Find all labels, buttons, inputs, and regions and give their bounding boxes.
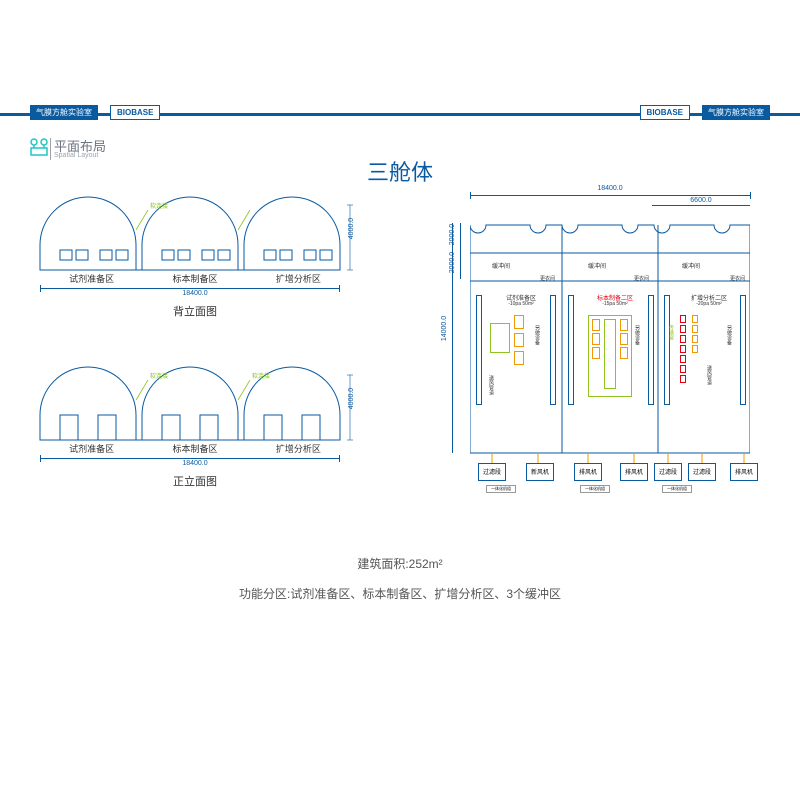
room3-p: -20pa 50m² [682,301,736,307]
info-zones: 功能分区:试剂准备区、标本制备区、扩增分析区、3个缓冲区 [0,585,800,602]
back-elev-label: 背立面图 [30,303,360,319]
front-elevation: 软连接软连接 4000.0 试剂准备区 标本制备区 扩增分析区 18400.0 … [30,360,360,489]
fan-1: 排风机 [574,463,602,481]
air-1: 新风机 [526,463,554,481]
buffer-3: 缓冲间 [682,261,700,270]
zone-label: 扩增分析区 [276,442,321,455]
dim-w1: 18400.0 [30,290,360,297]
fan-3: 排风机 [730,463,758,481]
zone-label: 扩增分析区 [276,272,321,285]
svg-text:软连接: 软连接 [150,202,168,210]
filter-1: 过滤段 [478,463,506,481]
room1-p: -10pa 50m² [496,301,546,307]
filter-2: 过滤段 [654,463,682,481]
dim-h1: 4000.0 [348,218,355,239]
dim-w2: 18400.0 [30,460,360,467]
filter-3: 过滤段 [688,463,716,481]
dim-h2: 4000.0 [348,388,355,409]
header-brand-left: BIOBASE [110,105,160,120]
info-area: 建筑面积:252m² [0,555,800,572]
zone-label: 标本制备区 [172,442,217,455]
change-1: 更衣间 [540,275,555,282]
plan-dim-w: 18400.0 [470,185,750,192]
svg-text:软连接: 软连接 [252,372,270,380]
layout-icon [30,138,48,156]
header-lab-right: 气膜方舱实验室 [702,105,770,120]
plan-dim-h: 14000.0 [441,316,448,341]
svg-text:软连接: 软连接 [150,372,168,380]
change-2: 更衣间 [634,275,649,282]
fan-2: 排风机 [620,463,648,481]
back-elevation: 软连接 4000.0 试剂准备区 标本制备区 扩增分析区 18400.0 背立面… [30,190,360,319]
buffer-1: 缓冲间 [492,261,510,270]
change-3: 更衣间 [730,275,745,282]
zone-label: 标本制备区 [172,272,217,285]
plan-dim-sub: 6600.0 [652,197,750,204]
header-brand-right: BIOBASE [640,105,690,120]
zone-label: 试剂准备区 [69,442,114,455]
room2-p: -15pa 50m² [588,301,642,307]
main-title: 三舱体 [0,155,800,187]
buffer-2: 缓冲间 [588,261,606,270]
floor-plan: 18400.0 6600.0 14000.0 2000.0 2000.0 缓冲间… [430,195,770,515]
header-lab-left: 气膜方舱实验室 [30,105,98,120]
front-elev-label: 正立面图 [30,473,360,489]
zone-label: 试剂准备区 [69,272,114,285]
